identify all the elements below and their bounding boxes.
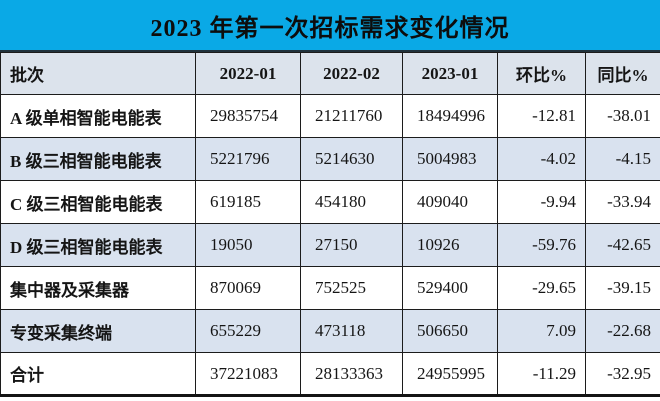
- row-label-cell: 专变采集终端: [0, 309, 196, 353]
- value-cell-2022-02: 752525: [300, 266, 403, 310]
- value-cell-2023-01: 5004983: [402, 137, 498, 181]
- value-cell-mom-pct: -12.81: [497, 94, 586, 138]
- row-label-cell: B 级三相智能电能表: [0, 137, 196, 181]
- table-row: 集中器及采集器 870069 752525 529400 -29.65 -39.…: [0, 266, 660, 310]
- value-cell-2022-01: 870069: [195, 266, 301, 310]
- column-header-2022-02: 2022-02: [300, 52, 403, 95]
- table-row: 合计 37221083 28133363 24955995 -11.29 -32…: [0, 352, 660, 396]
- value-cell-2023-01: 10926: [402, 223, 498, 267]
- column-header-yoy-pct: 同比%: [585, 52, 660, 95]
- table-row: A 级单相智能电能表 29835754 21211760 18494996 -1…: [0, 94, 660, 138]
- column-header-2022-01: 2022-01: [195, 52, 301, 95]
- value-cell-2022-01: 29835754: [195, 94, 301, 138]
- value-cell-mom-pct: -11.29: [497, 352, 586, 396]
- value-cell-2022-02: 5214630: [300, 137, 403, 181]
- table-row: D 级三相智能电能表 19050 27150 10926 -59.76 -42.…: [0, 223, 660, 267]
- column-header-batch: 批次: [0, 52, 196, 95]
- row-label-cell: 合计: [0, 352, 196, 396]
- value-cell-2022-02: 454180: [300, 180, 403, 224]
- value-cell-2023-01: 18494996: [402, 94, 498, 138]
- value-cell-2022-02: 28133363: [300, 352, 403, 396]
- value-cell-2022-02: 27150: [300, 223, 403, 267]
- table-row: 专变采集终端 655229 473118 506650 7.09 -22.68: [0, 309, 660, 353]
- value-cell-mom-pct: -9.94: [497, 180, 586, 224]
- value-cell-2022-01: 37221083: [195, 352, 301, 396]
- value-cell-2022-02: 473118: [300, 309, 403, 353]
- value-cell-mom-pct: 7.09: [497, 309, 586, 353]
- value-cell-2022-01: 5221796: [195, 137, 301, 181]
- column-header-mom-pct: 环比%: [497, 52, 586, 95]
- row-label-cell: 集中器及采集器: [0, 266, 196, 310]
- table-row: C 级三相智能电能表 619185 454180 409040 -9.94 -3…: [0, 180, 660, 224]
- column-header-2023-01: 2023-01: [402, 52, 498, 95]
- value-cell-2023-01: 409040: [402, 180, 498, 224]
- value-cell-yoy-pct: -22.68: [585, 309, 660, 353]
- value-cell-yoy-pct: -42.65: [585, 223, 660, 267]
- value-cell-2023-01: 529400: [402, 266, 498, 310]
- value-cell-yoy-pct: -32.95: [585, 352, 660, 396]
- value-cell-yoy-pct: -4.15: [585, 137, 660, 181]
- demand-change-table: 批次 2022-01 2022-02 2023-01 环比% 同比% A 级单相…: [0, 52, 660, 397]
- value-cell-2022-01: 655229: [195, 309, 301, 353]
- value-cell-2022-01: 19050: [195, 223, 301, 267]
- header-row: 批次 2022-01 2022-02 2023-01 环比% 同比%: [0, 52, 660, 95]
- table-title: 2023 年第一次招标需求变化情况: [0, 0, 660, 52]
- value-cell-mom-pct: -29.65: [497, 266, 586, 310]
- table-row: B 级三相智能电能表 5221796 5214630 5004983 -4.02…: [0, 137, 660, 181]
- table-header: 批次 2022-01 2022-02 2023-01 环比% 同比%: [0, 52, 660, 95]
- value-cell-2023-01: 506650: [402, 309, 498, 353]
- value-cell-2023-01: 24955995: [402, 352, 498, 396]
- row-label-cell: D 级三相智能电能表: [0, 223, 196, 267]
- row-label-cell: A 级单相智能电能表: [0, 94, 196, 138]
- value-cell-mom-pct: -59.76: [497, 223, 586, 267]
- value-cell-yoy-pct: -38.01: [585, 94, 660, 138]
- table-body: A 级单相智能电能表 29835754 21211760 18494996 -1…: [0, 94, 660, 396]
- value-cell-yoy-pct: -33.94: [585, 180, 660, 224]
- value-cell-mom-pct: -4.02: [497, 137, 586, 181]
- row-label-cell: C 级三相智能电能表: [0, 180, 196, 224]
- value-cell-yoy-pct: -39.15: [585, 266, 660, 310]
- value-cell-2022-02: 21211760: [300, 94, 403, 138]
- value-cell-2022-01: 619185: [195, 180, 301, 224]
